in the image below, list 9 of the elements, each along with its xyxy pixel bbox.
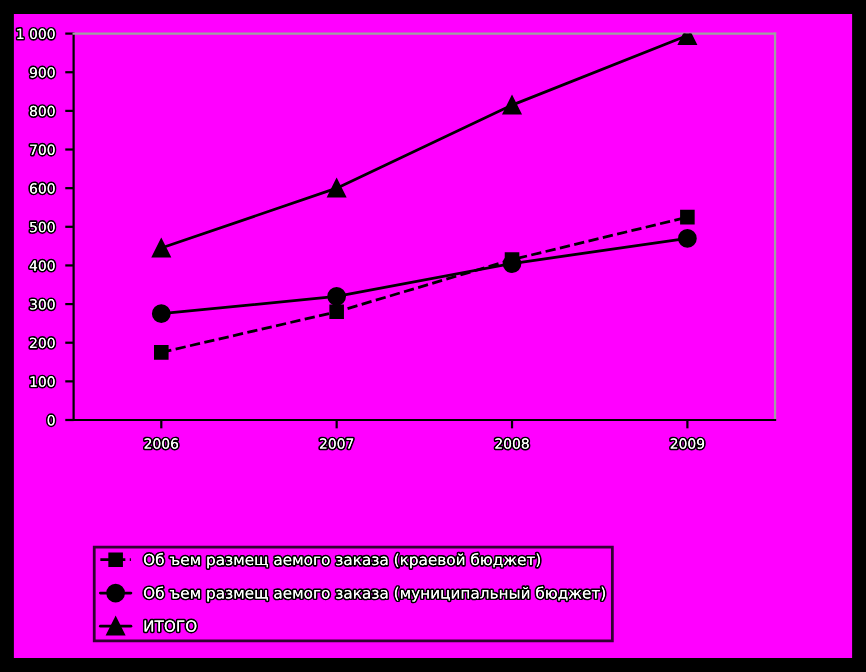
point xyxy=(327,286,347,306)
point xyxy=(154,345,169,360)
point xyxy=(329,304,344,320)
point xyxy=(678,229,697,248)
point xyxy=(151,238,171,258)
point xyxy=(502,95,522,115)
point xyxy=(327,178,347,198)
point xyxy=(151,304,171,324)
point xyxy=(680,209,695,225)
